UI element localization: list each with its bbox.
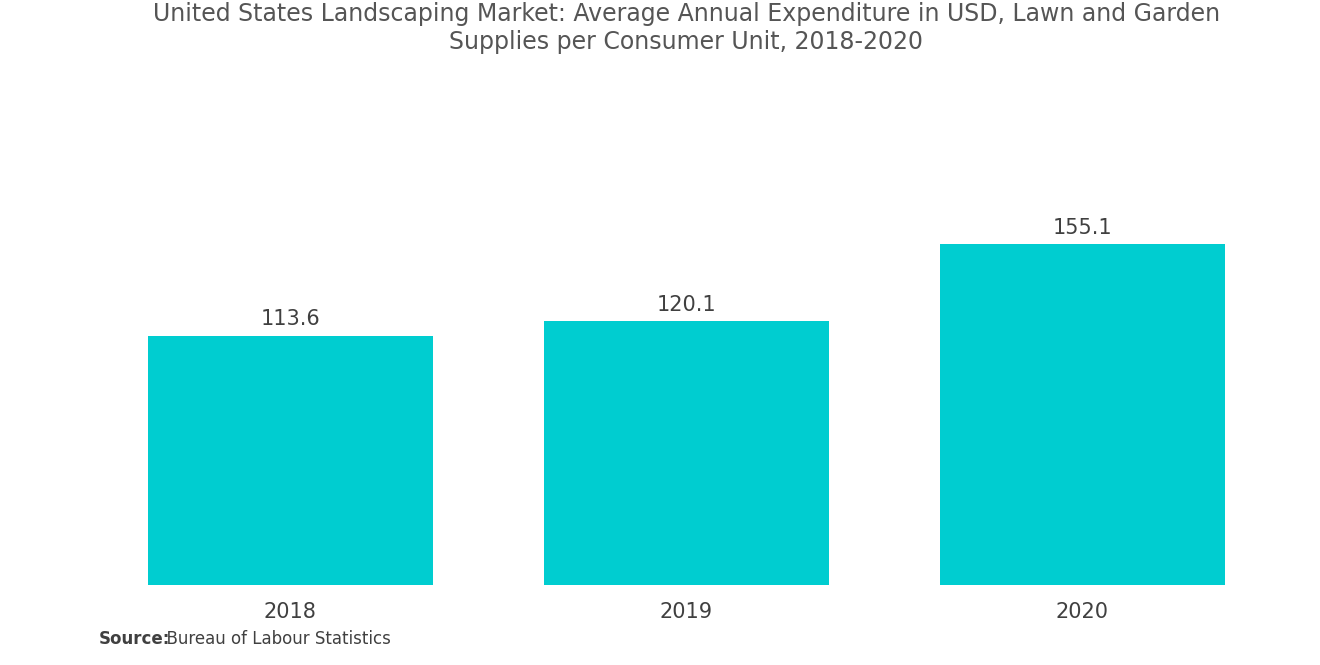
Text: 113.6: 113.6 — [260, 309, 321, 329]
Text: 120.1: 120.1 — [656, 295, 717, 315]
Text: Source:: Source: — [99, 630, 170, 648]
Text: Bureau of Labour Statistics: Bureau of Labour Statistics — [156, 630, 391, 648]
Text: 155.1: 155.1 — [1052, 218, 1113, 238]
Bar — [940, 244, 1225, 585]
Bar — [544, 321, 829, 585]
Bar — [148, 336, 433, 585]
Title: United States Landscaping Market: Average Annual Expenditure in USD, Lawn and Ga: United States Landscaping Market: Averag… — [153, 3, 1220, 55]
